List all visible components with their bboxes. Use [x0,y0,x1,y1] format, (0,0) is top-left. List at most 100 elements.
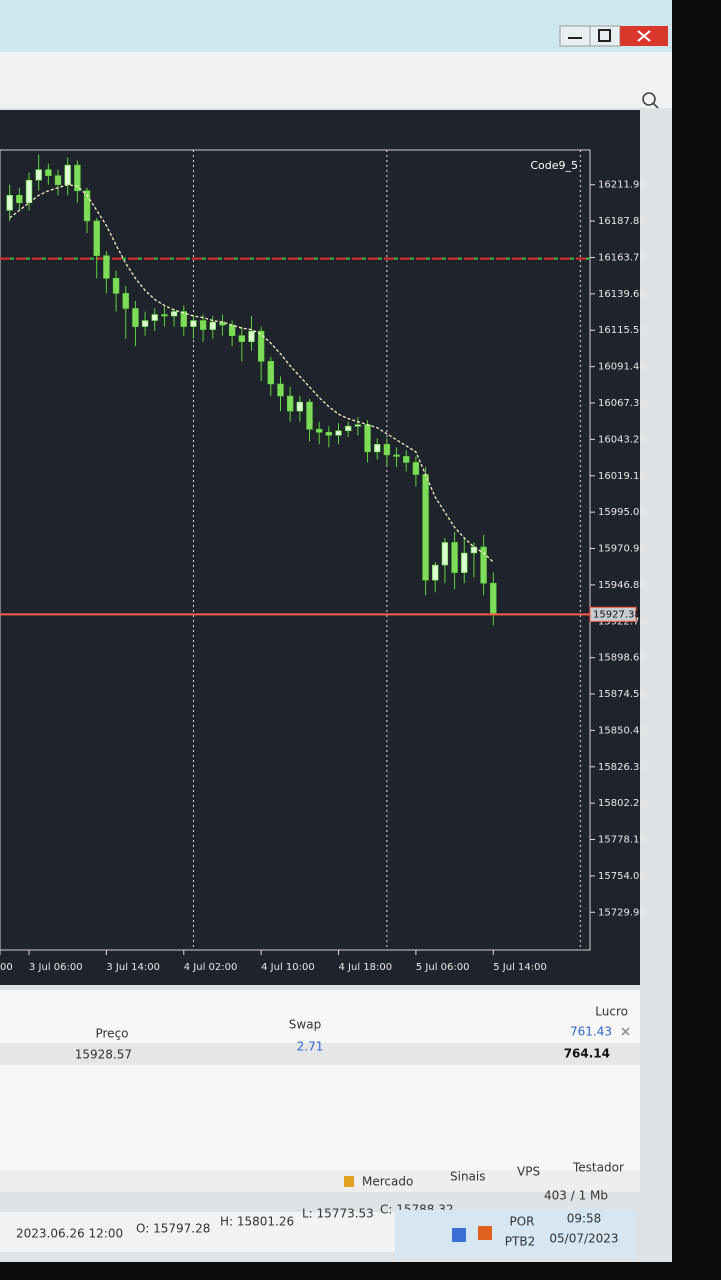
status-bar [0,1212,400,1252]
candle-body [170,311,178,317]
candle-body [93,220,100,256]
status-open: O: 15797.28 [136,1222,210,1236]
candle-body [103,255,110,279]
candle-body [16,194,23,204]
candle-body [393,454,400,457]
candle-body [490,582,497,614]
candle-body [403,456,410,463]
minimize-button[interactable] [559,25,591,47]
candle-body [441,542,449,566]
x-tick-label: 3 Jul 06:00 [29,962,83,973]
tab-bar [0,1170,640,1192]
date: 05/07/2023 [549,1232,618,1246]
candle-body [64,164,71,186]
bid-label-box [589,606,637,622]
candle-body [315,428,323,433]
x-tick-label: 5 Jul 14:00 [493,962,547,973]
maximize-icon [598,29,611,42]
candle-body [451,542,458,573]
swap-value: 2.71 [297,1040,324,1054]
search-icon[interactable] [642,92,656,106]
traffic: 403 / 1 Mb [544,1189,608,1203]
moving-average [9,184,494,563]
x-tick-label: 4 Jul 18:00 [339,962,393,973]
language: POR [509,1215,534,1229]
taskbar [395,1210,635,1258]
candle-body [6,194,13,211]
total-profit: 764.14 [564,1047,610,1061]
candle-body [151,314,158,321]
y-tick-label: 16211.99 [598,180,646,191]
y-tick-label: 15995.09 [598,507,646,518]
candle-body [277,383,284,397]
candle-body [209,321,216,330]
candle-body [141,320,149,327]
trade-panel [0,990,640,1170]
tab[interactable]: Mercado [362,1175,413,1189]
candle-body [228,324,236,336]
status-high: H: 15801.26 [220,1215,294,1229]
symbol-label: Code9_5 [530,159,578,172]
profit-value: 761.43 [570,1025,612,1039]
candle-body [25,179,33,204]
candle-body [296,401,304,412]
candle-body [112,278,120,294]
taskbar-icon[interactable] [452,1228,466,1242]
candle-body [286,395,294,412]
plot-frame [0,149,591,951]
y-tick-label: 15898.69 [598,653,646,664]
price-header: Preço [95,1027,128,1041]
status-time: 2023.06.26 12:00 [16,1227,123,1241]
profit-header: Lucro [595,1005,628,1019]
status-low: L: 15773.53 [302,1207,374,1221]
tab[interactable]: VPS [517,1165,540,1179]
y-tick-label: 16163.79 [598,252,646,263]
x-tick-label: 5 Jul 06:00 [416,962,470,973]
swap-header: Swap [289,1018,321,1032]
x-tick-label: 4 Jul 02:00 [184,962,238,973]
candle-body [374,444,381,453]
y-tick-label: 16067.39 [598,398,646,409]
close-position-icon[interactable] [621,1027,630,1036]
tab-icon [344,1176,354,1187]
y-tick-label: 15802.29 [598,798,646,809]
candle-body [35,169,42,181]
candle-body [180,311,187,327]
y-tick-label: 15754.09 [598,871,646,882]
tab[interactable]: Testador [572,1161,624,1175]
y-tick-label: 15850.49 [598,725,646,736]
candle-body [54,175,62,186]
y-tick-label: 16091.49 [598,362,646,373]
candle-body [306,401,313,430]
y-tick-label: 16043.29 [598,434,646,445]
y-tick-label: 15778.19 [598,835,646,846]
candle-body [412,462,420,475]
x-tick-label: 4 Jul 10:00 [261,962,315,973]
y-tick-label: 15946.89 [598,580,646,591]
taskbar-icon[interactable] [478,1226,492,1240]
x-tick-label: 00 [0,962,13,973]
candle-body [122,293,129,309]
y-tick-label: 16139.69 [598,289,646,300]
y-tick-label: 15970.99 [598,544,646,555]
y-tick-label: 15729.99 [598,907,646,918]
candle-body [325,431,333,436]
candle-body [432,564,439,581]
candle-body [422,474,429,581]
candle-body [364,424,371,453]
keyboard-layout: PTB2 [505,1235,535,1249]
y-tick-label: 15826.39 [598,762,646,773]
y-tick-label: 15874.59 [598,689,646,700]
total-row [0,1043,640,1065]
toolbar [0,52,672,108]
tab[interactable]: Sinais [450,1170,486,1184]
candle-body [267,361,275,385]
y-tick-label: 16187.89 [598,216,646,227]
candle-body [190,320,197,327]
candle-body [461,552,468,573]
candle-body [238,335,246,342]
candle-body [480,546,487,584]
y-tick-label: 16115.59 [598,325,646,336]
